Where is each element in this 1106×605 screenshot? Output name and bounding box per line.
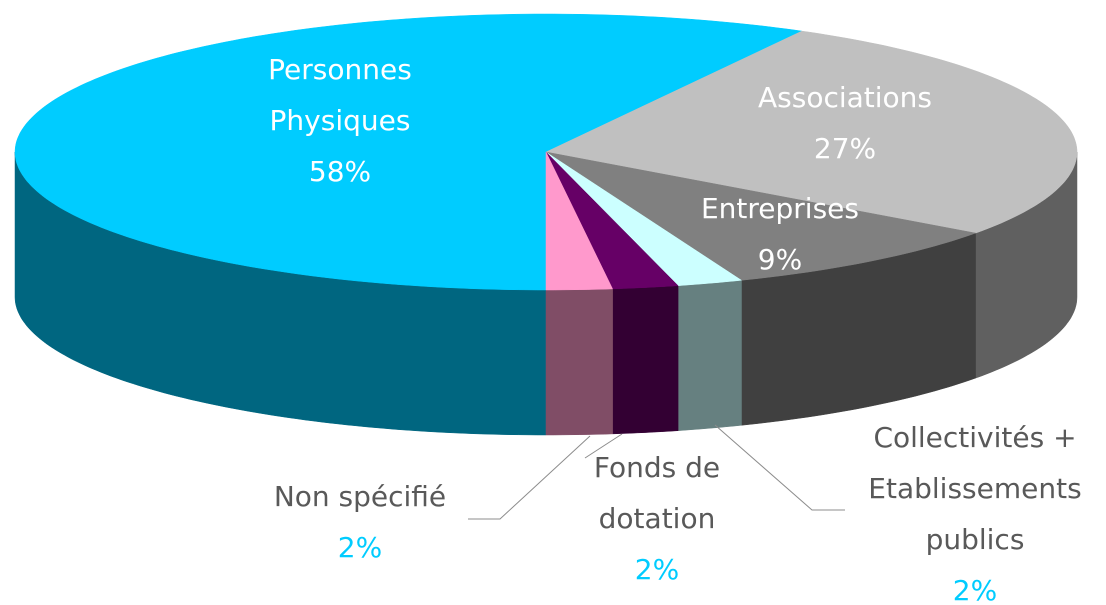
data-label: Collectivités + Etablissements publics 2% [853, 412, 1098, 605]
slice-side [545, 288, 613, 436]
value-label: 58% [308, 155, 372, 188]
leader-line [714, 424, 845, 511]
category-label: Associations [757, 81, 932, 114]
data-label: Personnes Physiques 58% [240, 44, 440, 197]
data-label: Associations 27% [715, 72, 975, 174]
category-label: Collectivités + Etablissements publics [868, 421, 1082, 556]
value-label: 2% [634, 553, 680, 586]
data-label: Non spécifié 2% [230, 471, 490, 573]
slice-side [612, 285, 679, 435]
leader-line [584, 433, 623, 459]
value-label: 2% [337, 531, 383, 564]
value-label: 9% [757, 243, 803, 276]
data-label: Fonds de dotation 2% [567, 442, 747, 595]
slice [545, 151, 977, 281]
slice [545, 30, 1078, 234]
slice [545, 151, 613, 291]
value-label: 2% [952, 574, 998, 605]
category-label: Entreprises [700, 192, 859, 225]
category-label: Personnes Physiques [268, 53, 412, 137]
slice-side [677, 280, 742, 431]
slice [545, 151, 679, 290]
category-label: Non spécifié [273, 480, 447, 513]
data-label: Entreprises 9% [650, 183, 910, 285]
slice [14, 13, 803, 291]
value-label: 27% [813, 132, 877, 165]
leader-line [468, 435, 591, 520]
slice [545, 151, 743, 286]
category-label: Fonds de dotation [593, 451, 721, 535]
